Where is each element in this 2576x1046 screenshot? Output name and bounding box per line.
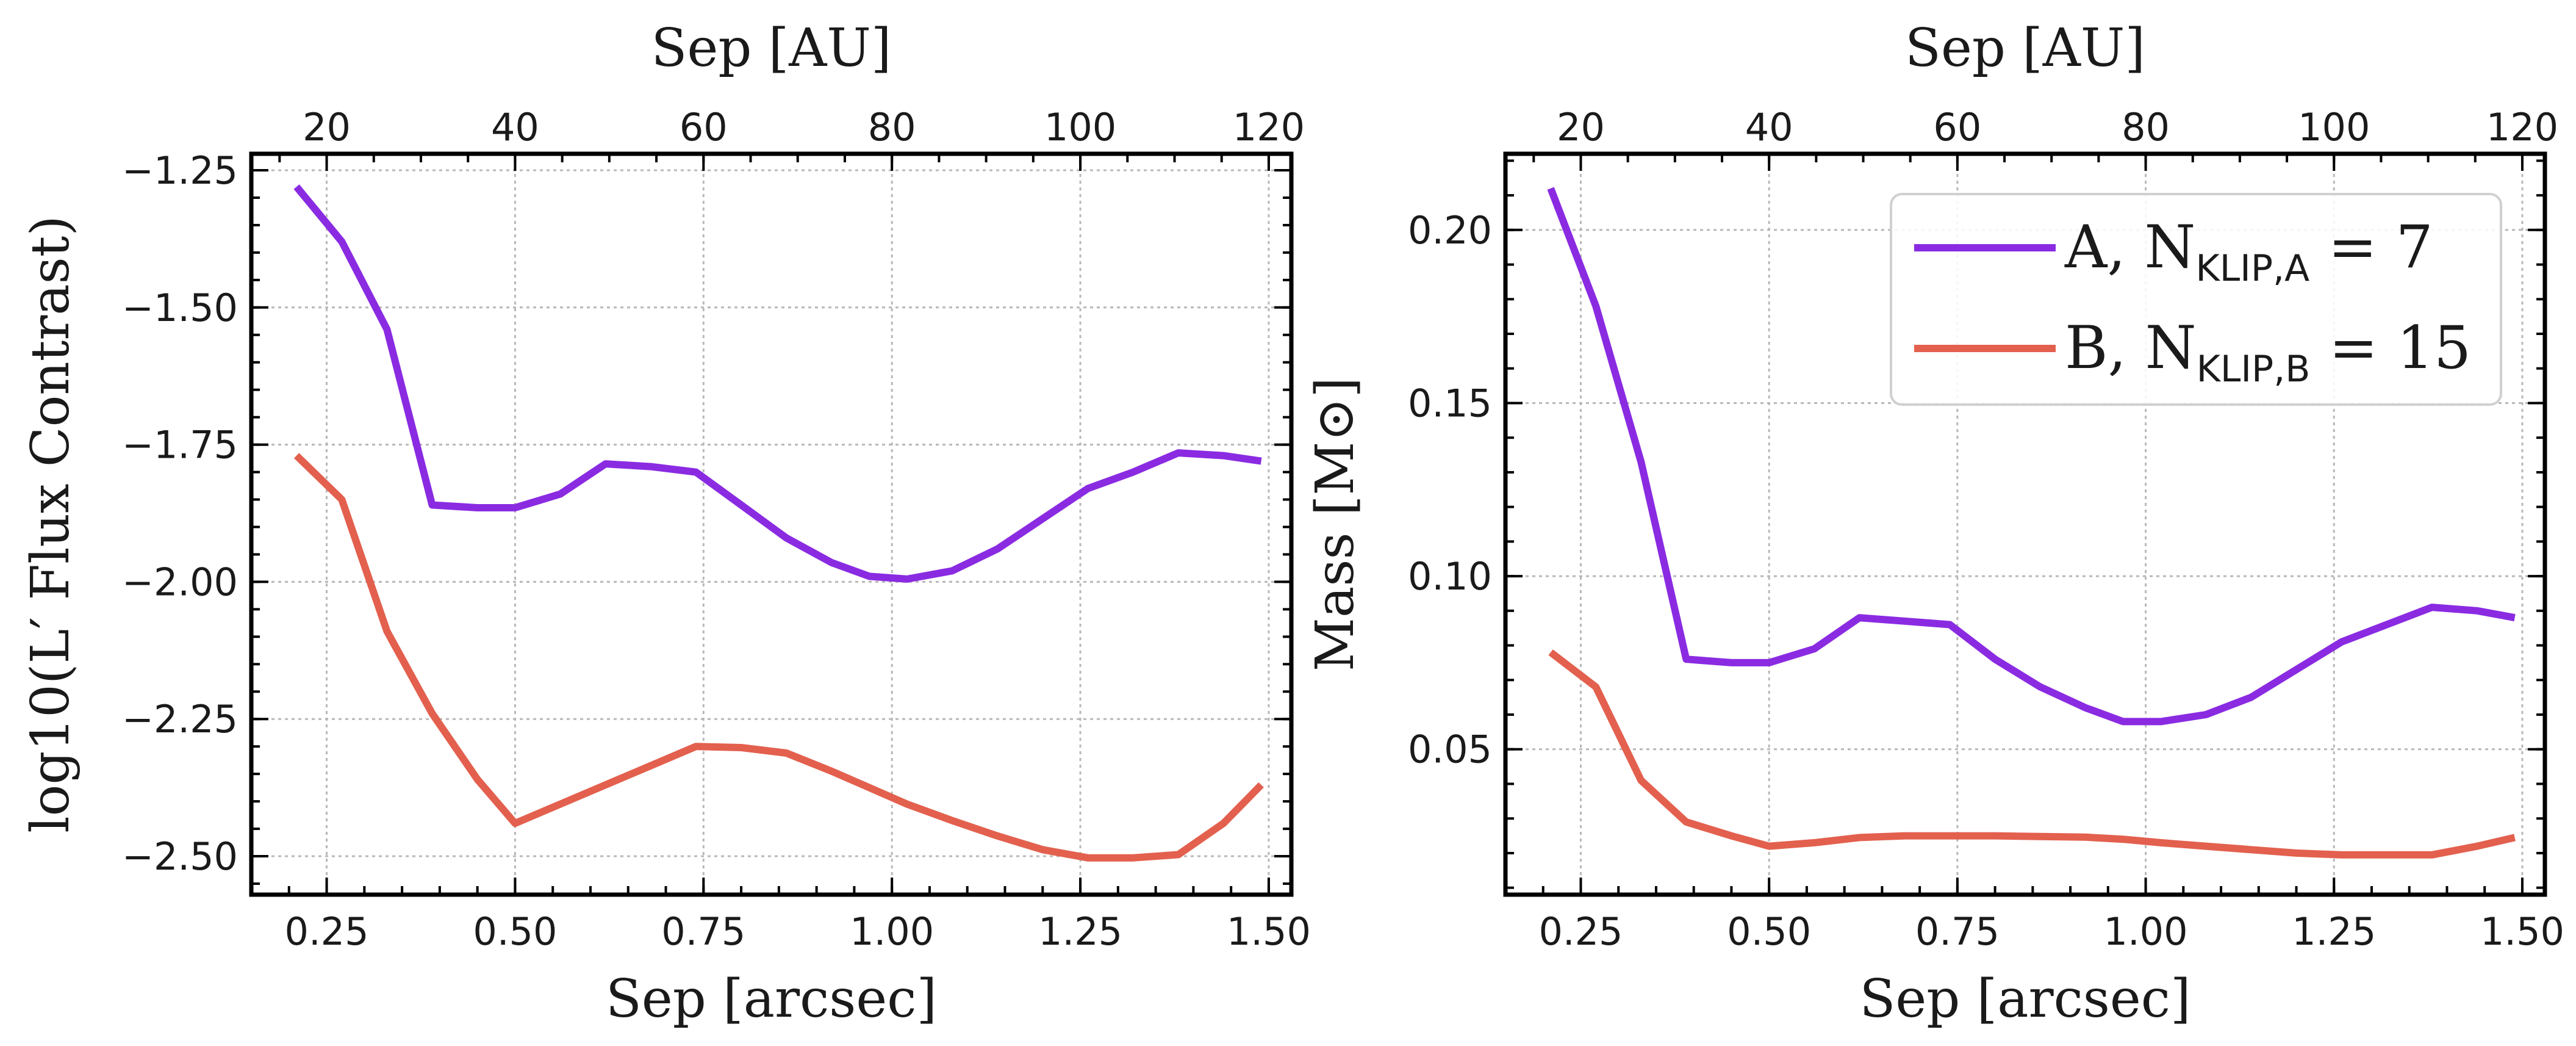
y-axis-label: Mass [M⊙] <box>1305 377 1366 671</box>
x-tick-label: 1.00 <box>850 909 934 954</box>
plot-frame <box>1503 151 2547 897</box>
top-tick-label: 60 <box>1933 105 1981 150</box>
legend: A, NKLIP,A = 7 B, NKLIP,B = 15 <box>1890 193 2502 406</box>
x-tick-label: 0.50 <box>473 909 557 954</box>
top-tick-label: 100 <box>1044 105 1116 150</box>
top-tick-label: 20 <box>1557 105 1605 150</box>
series-line-b <box>293 453 1264 862</box>
y-axis-label: log10(L′ Flux Contrast) <box>20 215 81 833</box>
legend-subscript: KLIP,A <box>2195 247 2309 290</box>
legend-label-a: A, NKLIP,A = 7 <box>2064 213 2433 290</box>
legend-main: A, N <box>2064 213 2195 281</box>
top-tick-label: 40 <box>491 105 539 150</box>
legend-subscript: KLIP,B <box>2197 348 2311 391</box>
top-tick-label: 40 <box>1745 105 1793 150</box>
legend-value: = 15 <box>2310 314 2471 382</box>
y-tick-label: −2.00 <box>122 560 238 604</box>
x-tick-label: 1.50 <box>2480 909 2564 954</box>
panel-1: 0.25 0.50 0.75 1.00 1.25 1.50 −1.25 −1.50 −1.75 −… <box>20 18 1311 1030</box>
legend-main: B, N <box>2065 314 2197 382</box>
panel-2: 0.25 0.50 0.75 1.00 1.25 1.50 0.20 0.15 0.10 0.05… <box>1305 18 2564 1030</box>
x-tick-label: 0.50 <box>1727 909 1811 954</box>
top-axis-label: Sep [AU] <box>651 18 892 79</box>
y-tick-label: −1.25 <box>122 148 238 193</box>
y-tick-label: 0.20 <box>1408 208 1492 253</box>
series-line-a <box>1547 187 2516 726</box>
top-tick-label: 80 <box>2122 105 2170 150</box>
top-tick-label: 100 <box>2298 105 2370 150</box>
top-tick-label: 120 <box>1233 105 1305 150</box>
x-tick-label: 0.25 <box>1538 909 1623 954</box>
x-tick-label: 1.50 <box>1227 909 1311 954</box>
legend-value: = 7 <box>2309 213 2433 281</box>
series-line-b <box>1548 649 2516 859</box>
series-line-a <box>293 184 1262 583</box>
y-tick-label: 0.10 <box>1408 554 1492 599</box>
x-tick-label: 1.00 <box>2104 909 2188 954</box>
x-axis-label: Sep [arcsec] <box>606 968 937 1030</box>
y-tick-label: −1.50 <box>122 286 238 330</box>
legend-label-b: B, NKLIP,B = 15 <box>2065 314 2471 391</box>
top-tick-label: 60 <box>680 105 728 150</box>
x-tick-label: 1.25 <box>1038 909 1122 954</box>
y-tick-label: 0.05 <box>1408 727 1492 772</box>
x-tick-label: 0.25 <box>285 909 369 954</box>
top-axis-label: Sep [AU] <box>1905 18 2145 79</box>
x-tick-label: 0.75 <box>661 909 745 954</box>
plot-frame <box>249 151 1294 897</box>
top-tick-label: 120 <box>2486 105 2558 150</box>
top-tick-label: 80 <box>868 105 916 150</box>
x-axis-label: Sep [arcsec] <box>1859 968 2190 1030</box>
x-tick-label: 0.75 <box>1915 909 2000 954</box>
top-tick-label: 20 <box>303 105 351 150</box>
y-tick-label: −2.50 <box>122 834 238 879</box>
y-tick-label: −2.25 <box>122 697 238 741</box>
x-tick-label: 1.25 <box>2292 909 2376 954</box>
y-tick-label: 0.15 <box>1408 381 1492 425</box>
y-tick-label: −1.75 <box>122 423 238 467</box>
